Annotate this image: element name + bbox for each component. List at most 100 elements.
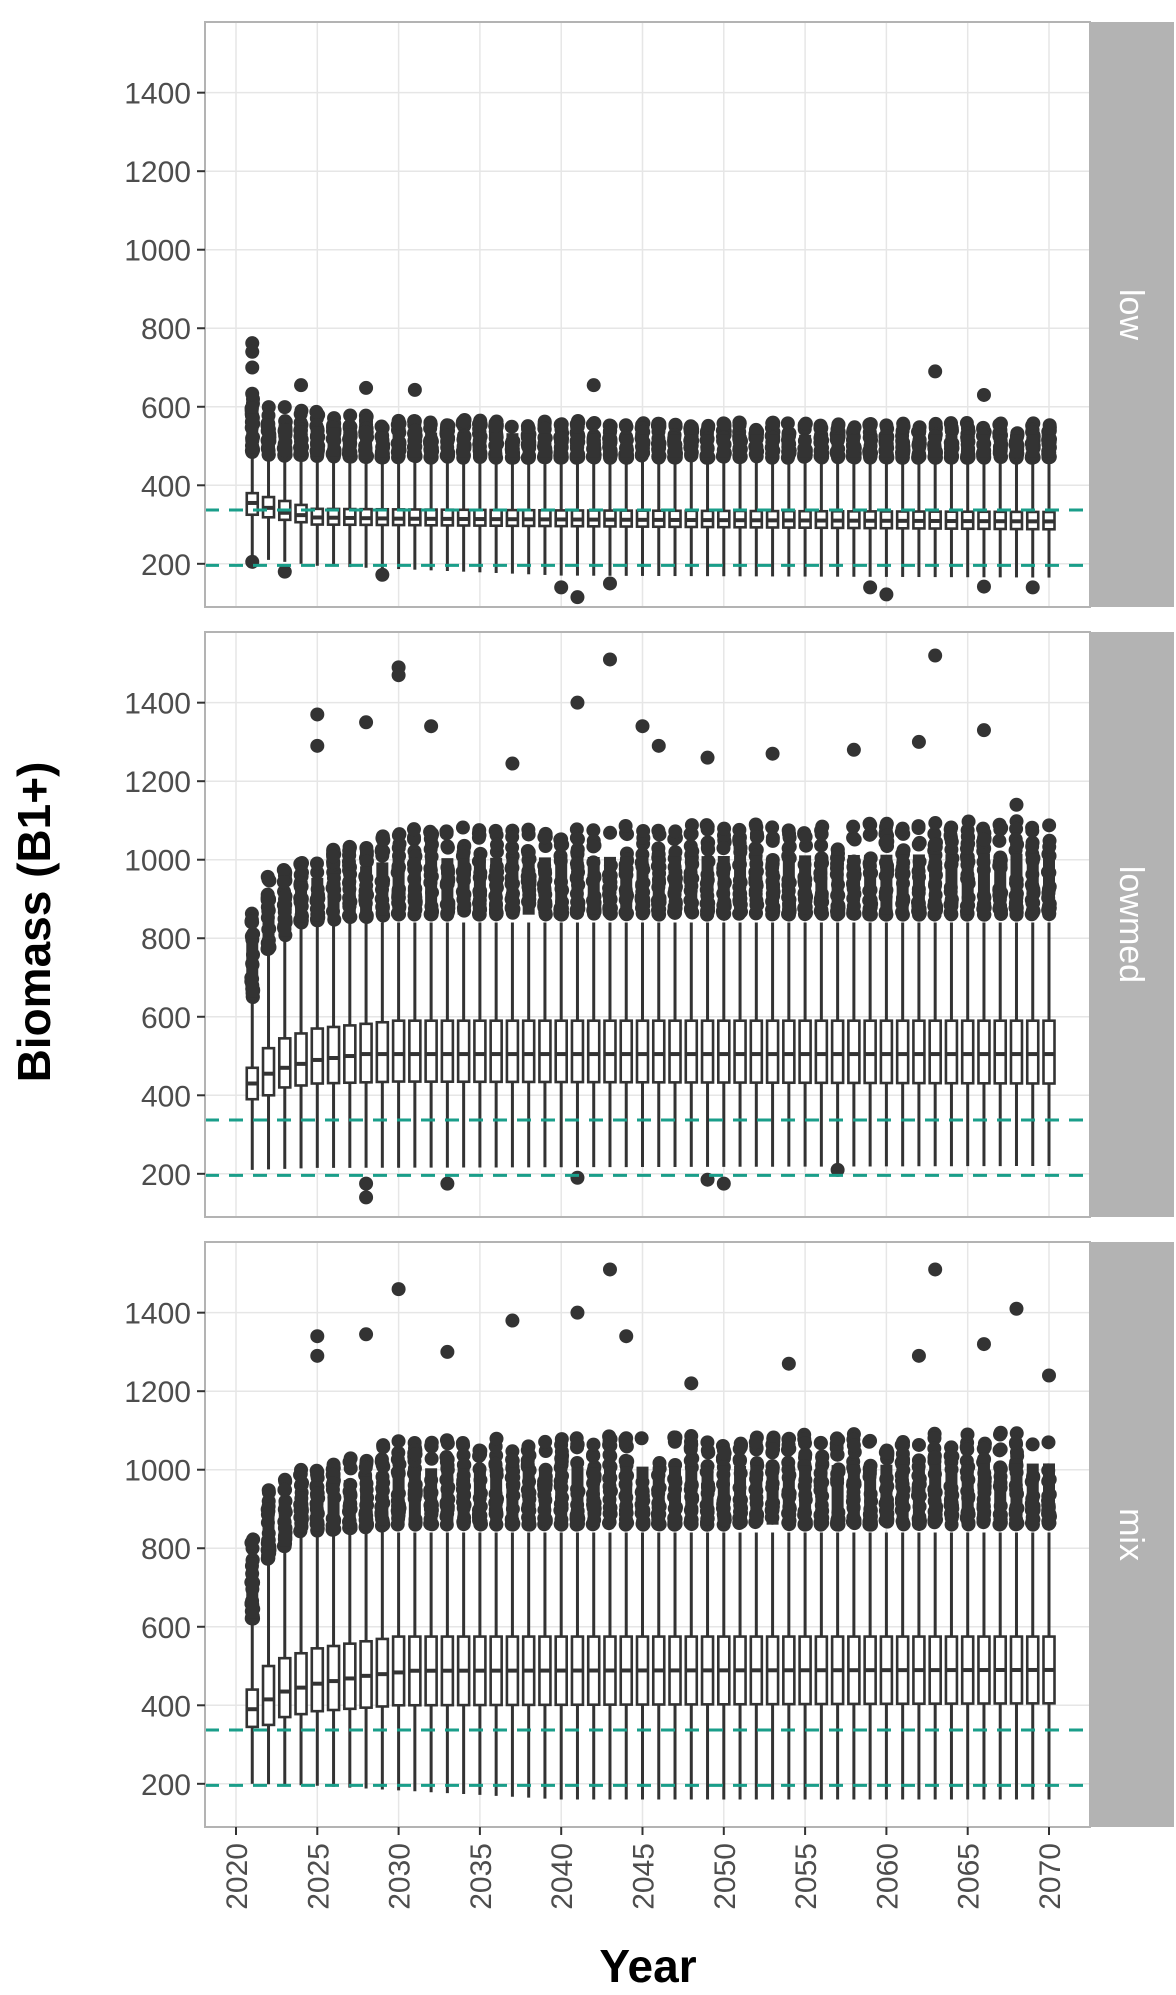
outlier-point bbox=[960, 829, 975, 844]
box bbox=[261, 1664, 276, 1727]
outlier-column bbox=[799, 434, 812, 458]
outlier-column bbox=[376, 862, 389, 916]
outlier-point bbox=[927, 1431, 942, 1446]
outlier-column bbox=[977, 1463, 990, 1525]
outlier-point bbox=[374, 1454, 389, 1469]
box bbox=[912, 1019, 926, 1085]
outlier-column bbox=[799, 855, 812, 915]
outlier-point bbox=[1025, 580, 1040, 595]
outlier-column bbox=[441, 858, 454, 915]
outlier-point bbox=[295, 1475, 310, 1490]
outlier-point bbox=[668, 417, 683, 432]
x-tick-label: 2050 bbox=[709, 1843, 742, 1910]
outlier-point bbox=[976, 387, 991, 402]
outlier-point bbox=[310, 707, 325, 722]
outlier-column bbox=[945, 434, 958, 458]
outlier-column bbox=[311, 877, 324, 922]
outlier-point bbox=[749, 820, 764, 835]
outlier-column bbox=[864, 854, 877, 915]
outlier-column bbox=[360, 866, 373, 918]
outlier-point bbox=[717, 416, 732, 431]
outlier-point bbox=[586, 823, 601, 838]
outlier-point bbox=[538, 1434, 553, 1449]
outlier-point bbox=[309, 856, 324, 871]
outlier-point bbox=[701, 418, 716, 433]
outlier-point bbox=[406, 822, 421, 837]
outlier-point bbox=[374, 844, 389, 859]
outlier-column bbox=[912, 434, 925, 458]
y-tick-label: 400 bbox=[141, 1690, 191, 1723]
outlier-point bbox=[813, 418, 828, 433]
outlier-column bbox=[912, 854, 925, 915]
outlier-point bbox=[879, 816, 894, 831]
outlier-column bbox=[750, 855, 763, 915]
y-tick-label: 1000 bbox=[124, 845, 191, 878]
outlier-column bbox=[538, 433, 551, 458]
outlier-point bbox=[423, 417, 438, 432]
outlier-column bbox=[295, 881, 308, 923]
outlier-point bbox=[472, 1449, 487, 1464]
box bbox=[928, 1019, 942, 1085]
outlier-column bbox=[311, 1487, 324, 1532]
outlier-point bbox=[359, 380, 374, 395]
box bbox=[847, 1019, 861, 1085]
outlier-column bbox=[262, 1511, 275, 1561]
outlier-column bbox=[246, 1557, 259, 1619]
facet-strip-label: lowmed bbox=[1112, 866, 1150, 983]
outlier-point bbox=[749, 830, 764, 845]
outlier-point bbox=[813, 1436, 828, 1451]
outlier-point bbox=[976, 723, 991, 738]
outlier-column bbox=[555, 857, 568, 915]
box bbox=[716, 1019, 731, 1084]
outlier-column bbox=[782, 434, 795, 458]
box-marks bbox=[244, 648, 1057, 1205]
y-tick-label: 600 bbox=[141, 1002, 191, 1035]
outlier-column bbox=[961, 1464, 974, 1525]
facet-strip bbox=[1090, 22, 1174, 607]
outlier-column bbox=[490, 1467, 503, 1525]
outlier-point bbox=[310, 738, 325, 753]
y-tick-label: 800 bbox=[141, 1533, 191, 1566]
outlier-column bbox=[636, 1466, 649, 1525]
outlier-point bbox=[586, 1437, 601, 1452]
outlier-point bbox=[652, 827, 667, 842]
outlier-point bbox=[1025, 1437, 1040, 1452]
outlier-point bbox=[455, 820, 470, 835]
outlier-column bbox=[392, 432, 405, 458]
outlier-column bbox=[945, 1464, 958, 1525]
outlier-point bbox=[472, 417, 487, 432]
outlier-point bbox=[293, 407, 308, 422]
panel-low: 200 400 600 800 1000 1200 1400 low bbox=[124, 21, 1174, 608]
outlier-column bbox=[392, 858, 405, 915]
x-tick-label: 2045 bbox=[628, 1843, 661, 1910]
outlier-point bbox=[928, 816, 943, 831]
outlier-column bbox=[571, 857, 584, 915]
outlier-column bbox=[701, 434, 714, 458]
box bbox=[277, 1037, 292, 1089]
outlier-column bbox=[831, 1465, 844, 1525]
outlier-point bbox=[602, 1447, 617, 1462]
outlier-point bbox=[424, 1435, 439, 1450]
outlier-point bbox=[391, 668, 406, 683]
outlier-point bbox=[895, 821, 910, 836]
outlier-column bbox=[912, 1464, 925, 1525]
box bbox=[521, 1019, 536, 1084]
outlier-column bbox=[555, 433, 568, 458]
x-tick-label: 2070 bbox=[1034, 1843, 1067, 1910]
outlier-column bbox=[473, 857, 486, 915]
outlier-column bbox=[799, 1465, 812, 1525]
outlier-column bbox=[750, 1465, 763, 1525]
box bbox=[651, 1019, 666, 1084]
x-tick-label: 2055 bbox=[790, 1843, 823, 1910]
outlier-point bbox=[505, 840, 520, 855]
outlier-column bbox=[831, 855, 844, 915]
outlier-point bbox=[798, 1447, 813, 1462]
outlier-point bbox=[651, 738, 666, 753]
outlier-point bbox=[391, 1282, 406, 1297]
outlier-column bbox=[994, 1463, 1007, 1525]
outlier-point bbox=[716, 1176, 731, 1191]
outlier-point bbox=[668, 845, 683, 860]
outlier-point bbox=[732, 1452, 747, 1467]
box bbox=[538, 1019, 552, 1084]
outlier-point bbox=[847, 420, 862, 435]
